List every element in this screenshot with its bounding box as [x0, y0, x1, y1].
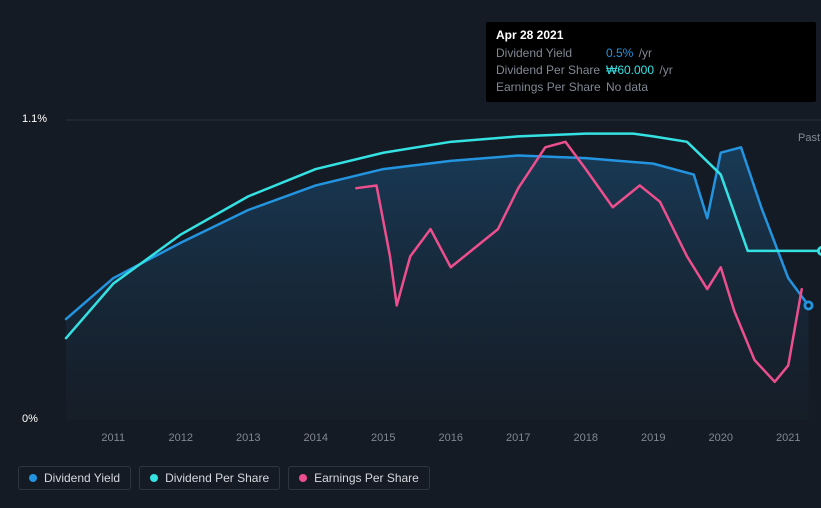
tooltip-value: ₩60.000 /yr	[606, 62, 673, 79]
tooltip-label: Earnings Per Share	[496, 79, 606, 96]
x-axis-label: 2016	[439, 432, 463, 444]
y-axis-label: 0%	[22, 413, 38, 425]
x-axis-label: 2021	[776, 432, 800, 444]
x-axis-label: 2018	[574, 432, 598, 444]
y-axis-label: 1.1%	[22, 113, 47, 125]
legend-dot	[299, 474, 307, 482]
tooltip-row: Earnings Per ShareNo data	[496, 79, 806, 96]
tooltip-label: Dividend Per Share	[496, 62, 606, 79]
legend-dot	[29, 474, 37, 482]
tooltip-unit: /yr	[635, 46, 652, 60]
legend-label: Earnings Per Share	[314, 471, 419, 485]
x-axis-label: 2011	[101, 432, 125, 444]
tooltip-date: Apr 28 2021	[496, 28, 806, 42]
legend-label: Dividend Per Share	[165, 471, 269, 485]
dividend-chart: 1.1% 0% 2011 2012 2013 2014 2015 2016 2017 2018 2…	[18, 0, 803, 458]
x-axis-label: 2020	[709, 432, 733, 444]
x-axis-label: 2013	[236, 432, 260, 444]
tooltip-unit: /yr	[656, 63, 673, 77]
legend-label: Dividend Yield	[44, 471, 120, 485]
tooltip-label: Dividend Yield	[496, 45, 606, 62]
x-axis-label: 2017	[506, 432, 530, 444]
past-label: Past	[798, 132, 820, 144]
tooltip-value: No data	[606, 79, 648, 96]
tooltip-value: 0.5% /yr	[606, 45, 652, 62]
legend-item[interactable]: Earnings Per Share	[288, 466, 430, 490]
legend: Dividend Yield Dividend Per Share Earnings…	[18, 466, 430, 490]
tooltip-row: Dividend Yield0.5% /yr	[496, 45, 806, 62]
x-axis-label: 2019	[641, 432, 665, 444]
series-end-marker-inner	[806, 303, 810, 307]
tooltip-row: Dividend Per Share₩60.000 /yr	[496, 62, 806, 79]
chart-tooltip: Apr 28 2021 Dividend Yield0.5% /yrDivide…	[486, 22, 816, 102]
x-axis-label: 2014	[304, 432, 328, 444]
legend-item[interactable]: Dividend Per Share	[139, 466, 280, 490]
x-axis-label: 2012	[169, 432, 193, 444]
legend-dot	[150, 474, 158, 482]
legend-item[interactable]: Dividend Yield	[18, 466, 131, 490]
x-axis-label: 2015	[371, 432, 395, 444]
